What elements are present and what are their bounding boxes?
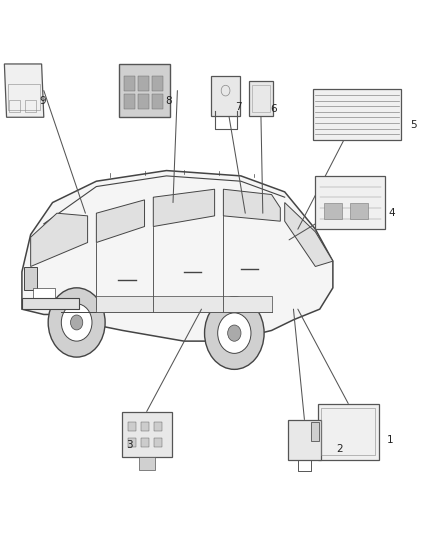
Circle shape [218,313,251,353]
Bar [350,203,368,219]
Bar [24,266,37,290]
Bar [154,422,162,432]
Bar [128,438,136,448]
Circle shape [205,297,264,369]
Circle shape [48,288,105,357]
Text: 4: 4 [389,208,396,218]
Circle shape [61,304,92,341]
Bar [124,76,135,91]
Circle shape [71,315,83,330]
Bar [138,94,149,109]
Bar [33,288,55,301]
Text: 9: 9 [39,96,46,106]
Bar [313,89,401,140]
Bar [288,420,321,459]
Bar [124,94,135,109]
Bar [321,408,375,455]
Polygon shape [31,213,88,266]
Bar [251,85,269,112]
Bar [152,76,163,91]
Bar [9,100,20,112]
Text: 2: 2 [336,444,343,454]
Bar [211,76,240,116]
Bar [318,404,379,459]
Bar [154,438,162,448]
Bar [141,422,149,432]
Polygon shape [96,296,153,312]
Polygon shape [22,298,79,309]
Polygon shape [223,189,280,221]
Text: 8: 8 [165,96,172,106]
Polygon shape [223,296,272,312]
Bar [122,411,172,457]
Bar [324,203,342,219]
Bar [249,82,272,116]
Polygon shape [153,296,223,312]
Text: 7: 7 [235,102,242,111]
Bar [139,457,155,471]
Text: 3: 3 [126,440,133,450]
Bar [25,100,36,112]
Polygon shape [285,203,333,266]
Bar [315,176,385,229]
Text: 6: 6 [270,104,277,114]
Polygon shape [22,171,333,341]
Polygon shape [153,189,215,227]
Bar [141,438,149,448]
Bar [119,64,170,117]
Circle shape [228,325,241,341]
Bar [138,76,149,91]
Text: 1: 1 [386,435,393,445]
Polygon shape [96,200,145,243]
Text: 5: 5 [410,120,417,130]
Polygon shape [4,64,44,117]
Bar [311,422,319,441]
Bar [8,84,40,110]
Bar [152,94,163,109]
Bar [128,422,136,432]
